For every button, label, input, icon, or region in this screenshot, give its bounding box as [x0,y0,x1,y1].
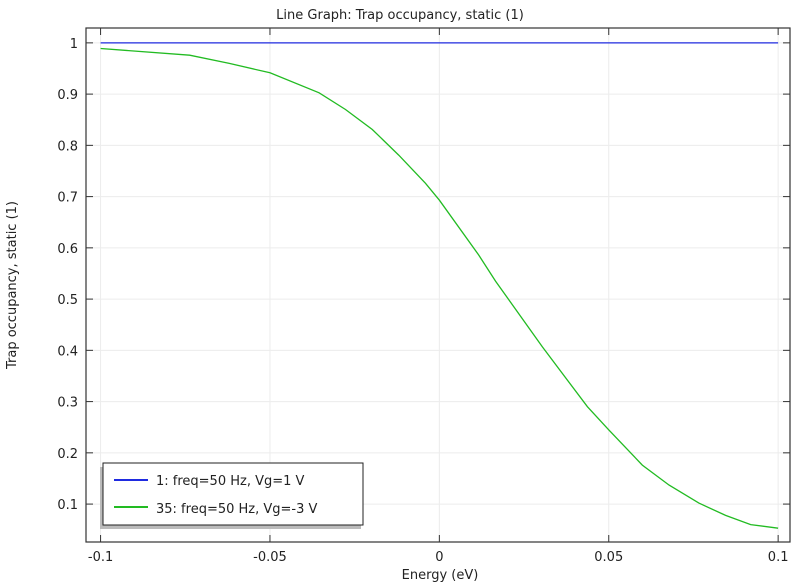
legend-label-series-35: 35: freq=50 Hz, Vg=-3 V [156,502,318,517]
y-tick-label: 0.5 [57,293,78,308]
x-tick-label: 0 [435,550,443,565]
legend-label-series-1: 1: freq=50 Hz, Vg=1 V [156,474,305,489]
legend: 1: freq=50 Hz, Vg=1 V 35: freq=50 Hz, Vg… [100,462,364,529]
y-tick-label: 0.3 [57,396,78,411]
y-tick-label: 0.2 [57,447,78,462]
y-tick-label: 1 [70,37,78,52]
y-tick-label: 0.9 [57,88,78,103]
y-tick-label: 0.8 [57,139,78,154]
y-tick-label: 0.6 [57,242,78,257]
x-axis-label: Energy (eV) [402,568,479,583]
plot-area-frame [85,27,791,543]
series-lines [100,42,779,529]
y-tick-label: 0.7 [57,191,78,206]
y-tick-label: 0.4 [57,344,78,359]
y-axis-label: Trap occupancy, static (1) [5,201,20,370]
axis-ticks: -0.1 -0.05 0 0.05 0.1 0.1 0.2 0.3 0.4 0.5 0.6 0.7 0.… [57,28,790,565]
x-tick-label: -0.05 [253,550,287,565]
x-tick-label: 0.1 [768,550,789,565]
legend-box [102,462,364,526]
series-line-2 [100,47,779,529]
x-tick-label: -0.1 [88,550,113,565]
y-tick-label: 0.1 [57,498,78,513]
x-tick-label: 0.05 [594,550,623,565]
chart-title: Line Graph: Trap occupancy, static (1) [276,8,524,23]
